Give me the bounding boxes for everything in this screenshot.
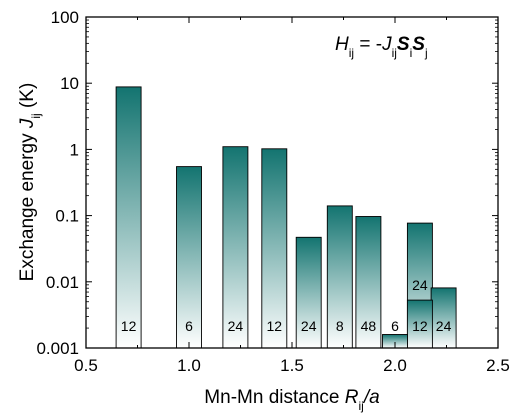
x-tick-label: 2.0 <box>383 356 407 375</box>
x-tick-label: 1.5 <box>280 356 304 375</box>
y-tick-label: 0.1 <box>55 207 79 226</box>
bar <box>222 146 249 349</box>
y-tick-label: 10 <box>60 74 79 93</box>
bars-layer <box>115 86 457 349</box>
formula-annotation: Hij = -JijSiSj <box>335 34 428 60</box>
bar-count-label: 24 <box>301 318 317 334</box>
y-tick-label: 0.01 <box>46 273 79 292</box>
ticks-layer <box>85 16 499 349</box>
bar <box>176 166 202 349</box>
y-axis-title: Exchange energy Jij (K) <box>17 83 43 282</box>
y-tick-label: 100 <box>51 8 79 27</box>
bar-count-label: 12 <box>121 318 137 334</box>
bar-count-label: 48 <box>361 318 377 334</box>
bar-count-label: 24 <box>228 318 244 334</box>
bar-count-label: 24 <box>436 318 452 334</box>
y-tick-label: 1 <box>70 140 79 159</box>
bar-count-label: 8 <box>336 318 344 334</box>
bar <box>326 205 353 349</box>
x-tick-label: 1.0 <box>177 356 201 375</box>
tick-labels-layer: 0.5 1.0 1.5 2.0 2.5 0.001 0.01 0.1 1 10 100 <box>36 8 509 375</box>
bar-count-label: 12 <box>267 318 283 334</box>
y-tick-label: 0.001 <box>36 339 79 358</box>
bar-count-label: 24 <box>412 277 428 293</box>
bar-count-label: 12 <box>412 318 428 334</box>
bar-count-label: 6 <box>185 318 193 334</box>
x-axis-title: Mn-Mn distance Rij/a <box>204 387 379 413</box>
bar <box>115 86 142 349</box>
bar <box>261 148 288 349</box>
count-labels-layer: 12 6 24 12 24 8 48 6 12 24 24 <box>121 277 452 334</box>
x-tick-label: 0.5 <box>74 356 98 375</box>
bar-count-label: 6 <box>391 318 399 334</box>
x-tick-label: 2.5 <box>486 356 510 375</box>
